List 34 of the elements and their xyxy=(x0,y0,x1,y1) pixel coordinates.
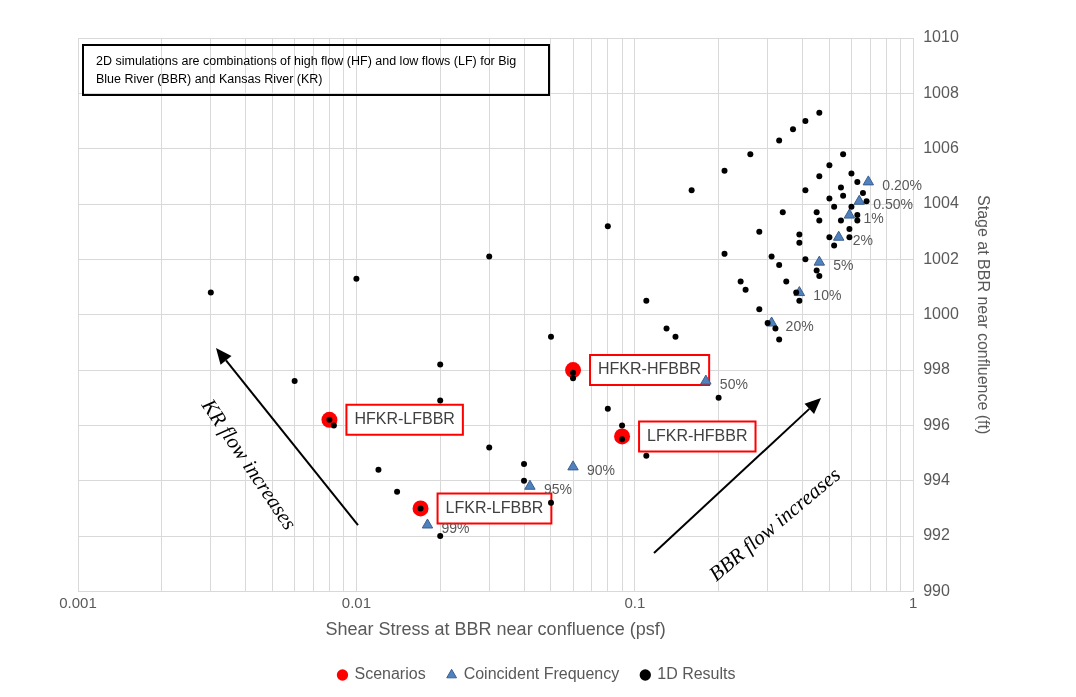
x-tick-label: 0.001 xyxy=(59,593,97,611)
data-label: HFKR-HFBBR xyxy=(598,360,702,378)
legend-label: 1D Results xyxy=(657,665,736,683)
x-axis-title: Shear Stress at BBR near confluence (psf) xyxy=(325,619,666,640)
annotation: 5% xyxy=(833,256,854,273)
legend-label: Scenarios xyxy=(354,665,426,683)
x-tick-label: 0.1 xyxy=(624,593,646,611)
y-tick-label: 996 xyxy=(923,415,950,433)
data-label: HFKR-LFBBR xyxy=(354,410,455,428)
annotation: 10% xyxy=(813,287,842,304)
y-tick-label: 992 xyxy=(923,526,950,544)
annotation: 0.20% xyxy=(882,176,923,193)
y-tick-label: 994 xyxy=(923,471,950,489)
y-tick-label: 1010 xyxy=(923,28,959,46)
x-tick-label: 0.01 xyxy=(341,593,371,611)
data-label: LFKR-HFBBR xyxy=(647,426,748,444)
y-tick-label: 1008 xyxy=(923,83,959,101)
y-axis-title: Stage at BBR near confluence (ft) xyxy=(974,195,992,435)
annotation: 50% xyxy=(719,375,748,392)
data-label: LFKR-LFBBR xyxy=(445,498,544,516)
annotation: 20% xyxy=(785,317,814,334)
y-tick-label: 990 xyxy=(923,581,950,599)
annotation: 99% xyxy=(441,519,470,536)
text-box: 2D simulations are combinations of high flow (HF) and low flows (LF) for Big Blue River (BBR) and Kansas River (KR) xyxy=(82,44,550,96)
legend-label: Coincident Frequency xyxy=(463,665,620,683)
y-tick-label: 1004 xyxy=(923,194,959,212)
y-tick-label: 1000 xyxy=(923,305,959,323)
y-tick-label: 1006 xyxy=(923,139,959,157)
annotation: 90% xyxy=(587,461,616,478)
annotation: 2% xyxy=(852,232,873,249)
y-tick-label: 998 xyxy=(923,360,950,378)
y-tick-label: 1002 xyxy=(923,249,959,267)
annotation: 95% xyxy=(543,481,572,498)
x-tick-label: 1 xyxy=(909,593,918,611)
